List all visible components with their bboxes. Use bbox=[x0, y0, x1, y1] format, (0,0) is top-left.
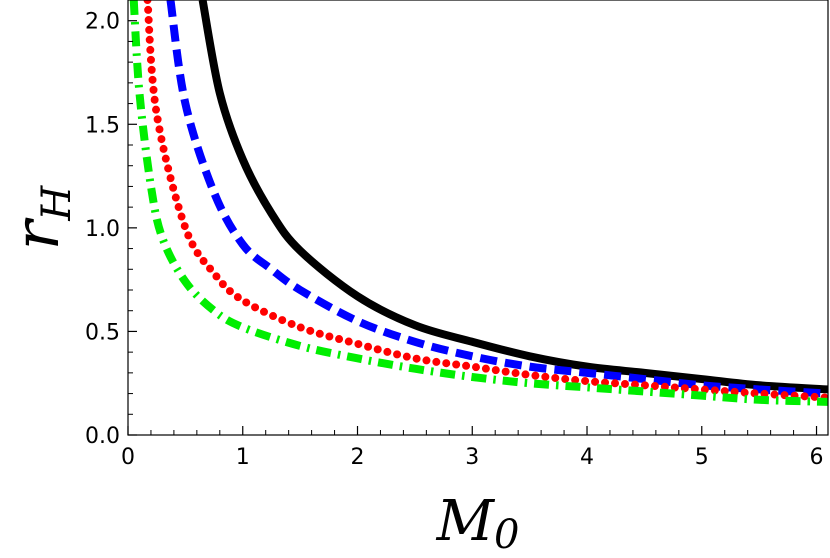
y-tick-label: 1.5 bbox=[85, 113, 120, 138]
y-tick-label: 2.0 bbox=[85, 10, 120, 35]
x-axis-title: M0 bbox=[436, 489, 520, 558]
x-axis-title-main: M bbox=[436, 489, 496, 554]
y-axis-title: rH bbox=[0, 185, 80, 251]
dashdot-curve bbox=[129, 0, 829, 406]
plot-frame bbox=[127, 0, 829, 436]
dashed-curve bbox=[166, 0, 829, 398]
solid-curve bbox=[198, 0, 829, 394]
x-tick-label: 1 bbox=[236, 445, 250, 470]
dotted-curve bbox=[143, 0, 830, 402]
x-axis-title-sub: 0 bbox=[494, 512, 519, 558]
tick-layer: 0 1 2 3 4 5 6 0.0 0.5 1.0 1.5 2.0 bbox=[85, 10, 824, 470]
y-axis-title-sub: H bbox=[34, 185, 80, 222]
series-layer bbox=[129, 0, 830, 406]
x-tick-label: 6 bbox=[810, 445, 824, 470]
x-tick-label: 4 bbox=[580, 445, 594, 470]
y-tick-label: 0.5 bbox=[85, 320, 120, 345]
x-tick-label: 2 bbox=[351, 445, 365, 470]
y-tick-label: 0.0 bbox=[85, 424, 120, 449]
y-tick-label: 1.0 bbox=[85, 217, 120, 242]
y-axis-title-main: r bbox=[0, 217, 73, 250]
x-tick-label: 5 bbox=[695, 445, 709, 470]
x-tick-label: 0 bbox=[121, 445, 135, 470]
x-tick-label: 3 bbox=[465, 445, 479, 470]
